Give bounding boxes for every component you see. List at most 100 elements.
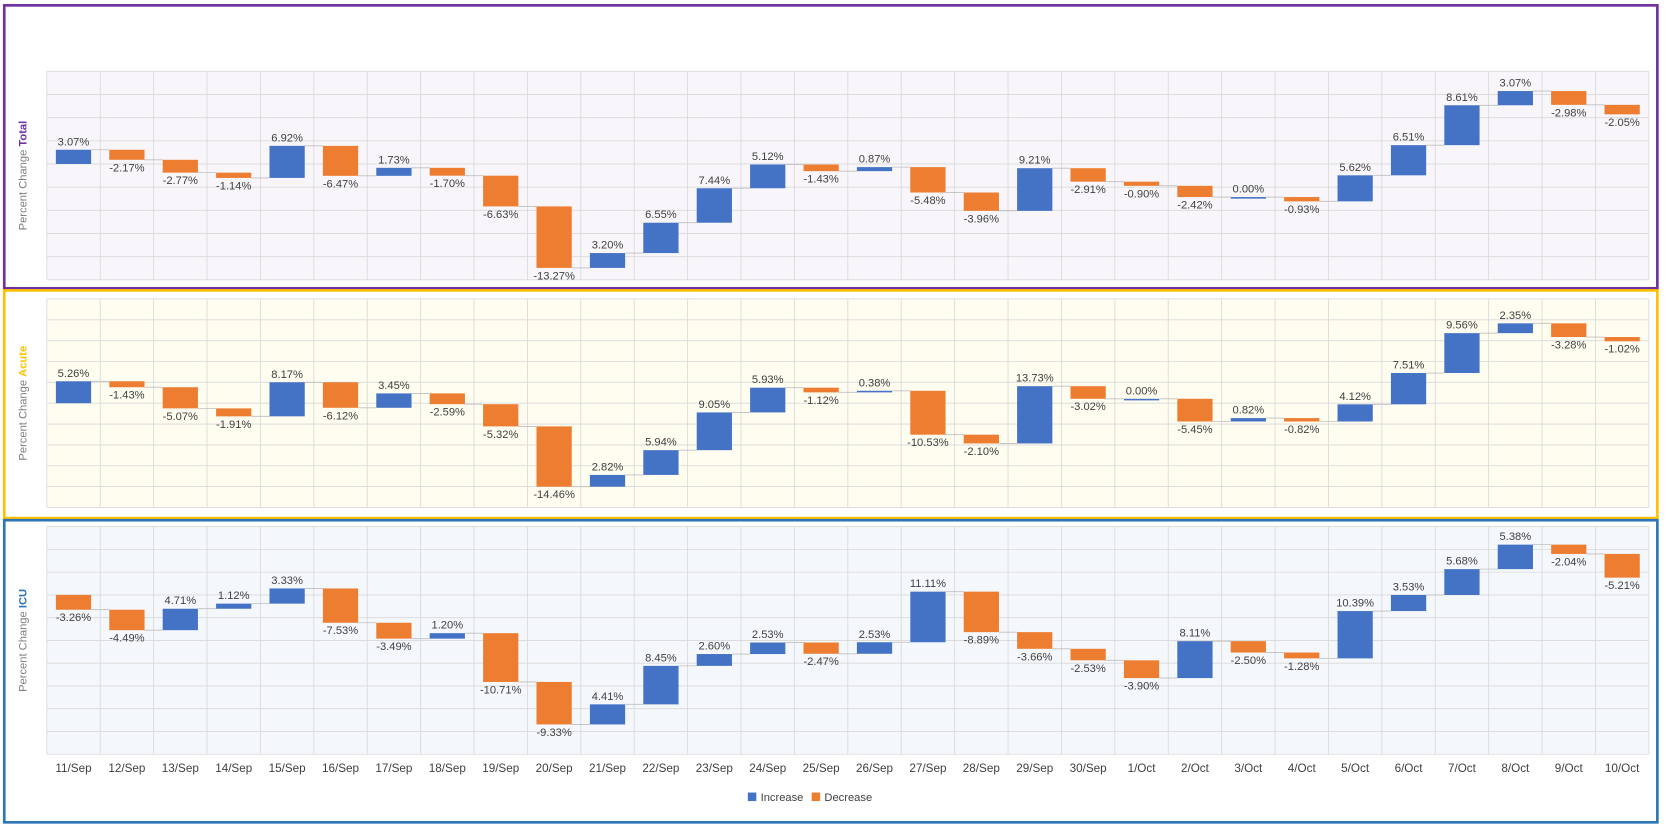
bar — [589, 474, 626, 487]
data-label: 4.71% — [164, 595, 196, 607]
bar — [1017, 632, 1053, 649]
bar — [1337, 175, 1373, 202]
bar — [1604, 553, 1640, 578]
data-label: -3.49% — [376, 641, 411, 653]
data-label: -1.02% — [1604, 344, 1639, 356]
bar — [1337, 611, 1373, 659]
data-label: 2.82% — [592, 461, 624, 473]
bar — [1390, 594, 1427, 612]
bar — [1390, 373, 1427, 405]
bar — [483, 175, 519, 207]
x-tick-label: 18/Sep — [429, 762, 467, 775]
x-tick-label: 27/Sep — [909, 762, 947, 775]
data-label: -2.53% — [1070, 663, 1105, 675]
data-label: 6.51% — [1393, 132, 1425, 144]
x-tick-label: 11/Sep — [55, 762, 92, 775]
bar — [55, 594, 92, 610]
bar — [269, 145, 305, 178]
data-label: -2.10% — [964, 446, 999, 458]
data-label: 5.26% — [58, 368, 90, 380]
bar — [162, 608, 198, 631]
bar — [643, 450, 679, 475]
bar — [429, 633, 465, 639]
bar — [536, 426, 572, 487]
data-label: 10.39% — [1336, 598, 1374, 610]
data-label: 7.51% — [1393, 360, 1425, 372]
bar — [803, 642, 839, 654]
data-label: -3.66% — [1017, 651, 1052, 663]
data-label: 0.38% — [859, 377, 891, 389]
x-tick-label: 22/Sep — [642, 762, 680, 775]
data-label: 0.00% — [1126, 385, 1158, 397]
data-label: 9.56% — [1446, 320, 1478, 332]
bar — [643, 222, 679, 254]
data-label: -6.47% — [323, 178, 358, 190]
data-label: 1.20% — [431, 620, 463, 632]
bar — [643, 665, 679, 705]
x-tick-label: 4/Oct — [1288, 762, 1317, 775]
bar — [322, 145, 359, 176]
legend-label: Decrease — [824, 792, 872, 804]
bar — [269, 588, 305, 604]
data-label: -1.12% — [803, 395, 838, 407]
data-label: -3.26% — [56, 612, 91, 624]
bar — [1123, 181, 1160, 186]
data-label: -1.14% — [216, 180, 251, 192]
data-label: 9.05% — [699, 399, 731, 411]
bar — [856, 642, 893, 654]
data-label: 5.62% — [1339, 162, 1371, 174]
data-label: -0.93% — [1284, 204, 1319, 216]
lane-name: Acute — [17, 346, 29, 377]
legend-label: Increase — [761, 792, 804, 804]
data-label: -2.91% — [1070, 184, 1105, 196]
data-label: -5.45% — [1177, 424, 1212, 436]
bar — [910, 591, 946, 643]
bar — [1070, 386, 1106, 399]
data-label: -2.17% — [109, 162, 144, 174]
x-tick-label: 2/Oct — [1181, 762, 1210, 775]
data-label: 3.33% — [271, 575, 303, 587]
lane-label: Percent Change Total — [17, 121, 29, 231]
bar — [1177, 641, 1213, 679]
legend-swatch — [811, 792, 821, 802]
bar — [1337, 404, 1373, 422]
bar — [1551, 91, 1587, 105]
bar — [750, 642, 786, 655]
data-label: 2.60% — [699, 641, 731, 653]
lane-label: Percent Change ICU — [17, 589, 29, 692]
bar — [1551, 323, 1587, 338]
bar — [1444, 569, 1480, 595]
x-tick-label: 30/Sep — [1070, 762, 1108, 775]
data-label: 8.45% — [645, 652, 677, 664]
x-tick-label: 21/Sep — [589, 762, 627, 775]
bar — [1070, 168, 1106, 182]
bar — [322, 588, 359, 623]
bar — [1230, 418, 1266, 422]
bar — [216, 408, 252, 417]
data-label: -1.43% — [109, 390, 144, 402]
data-label: -3.28% — [1551, 339, 1586, 351]
data-label: 3.53% — [1393, 581, 1425, 593]
bar — [1604, 337, 1640, 342]
x-tick-label: 7/Oct — [1448, 762, 1477, 775]
bar — [803, 387, 839, 393]
data-label: -2.05% — [1604, 117, 1639, 129]
x-tick-label: 23/Sep — [696, 762, 734, 775]
bar — [1230, 641, 1266, 653]
data-label: 3.07% — [58, 136, 90, 148]
data-label: 9.21% — [1019, 155, 1051, 167]
bar — [376, 393, 412, 408]
lane-name: ICU — [17, 589, 29, 608]
bar — [910, 167, 946, 193]
x-tick-label: 1/Oct — [1128, 762, 1157, 775]
bar — [1070, 648, 1106, 661]
lane-label: Percent Change Acute — [17, 346, 29, 461]
data-label: -4.49% — [109, 633, 144, 645]
bar — [1123, 660, 1160, 679]
data-label: 0.87% — [859, 154, 891, 166]
bar — [1284, 652, 1320, 659]
data-label: 6.55% — [645, 209, 677, 221]
data-label: -3.02% — [1070, 401, 1105, 413]
data-label: -2.47% — [803, 656, 838, 668]
